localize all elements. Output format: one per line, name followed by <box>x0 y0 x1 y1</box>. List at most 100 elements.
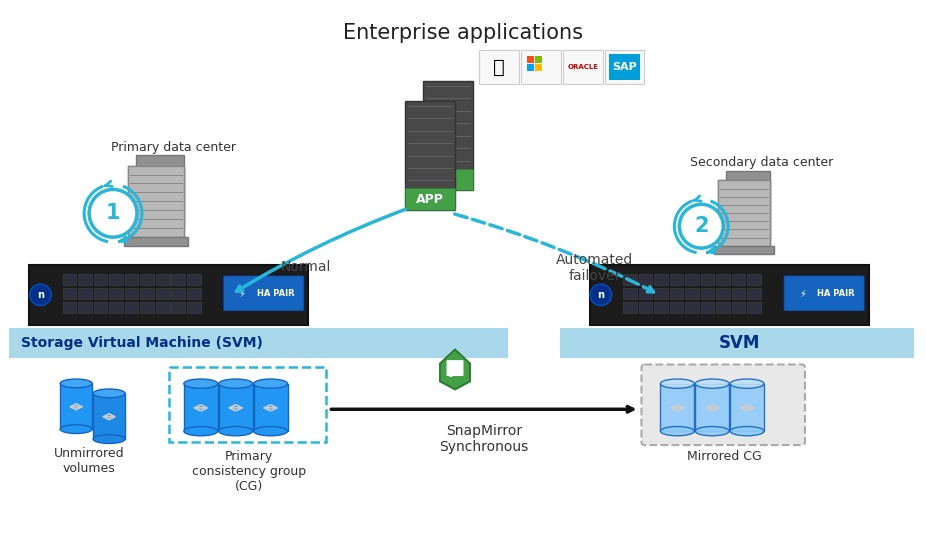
Bar <box>535 56 542 63</box>
FancyBboxPatch shape <box>9 328 507 358</box>
Bar <box>156 288 169 299</box>
FancyBboxPatch shape <box>30 265 308 325</box>
Text: A: A <box>444 173 453 186</box>
Text: Primary data center: Primary data center <box>111 141 236 154</box>
Bar <box>716 302 730 313</box>
Circle shape <box>30 284 51 306</box>
Bar <box>109 288 123 299</box>
Bar <box>701 274 714 285</box>
Bar <box>623 302 637 313</box>
Text: Primary
consistency group
(CG): Primary consistency group (CG) <box>192 450 306 493</box>
Ellipse shape <box>219 426 253 436</box>
Text: HA PAIR: HA PAIR <box>257 289 294 298</box>
Bar <box>63 302 77 313</box>
FancyBboxPatch shape <box>719 180 770 246</box>
Bar <box>685 274 699 285</box>
Bar <box>747 302 761 313</box>
FancyBboxPatch shape <box>590 265 869 325</box>
Bar <box>94 288 107 299</box>
Text: Normal: Normal <box>281 260 331 274</box>
FancyBboxPatch shape <box>719 180 770 248</box>
Bar <box>654 274 668 285</box>
Ellipse shape <box>94 435 125 444</box>
Bar <box>695 383 729 431</box>
Circle shape <box>89 190 137 237</box>
Bar <box>79 288 92 299</box>
Text: ORACLE: ORACLE <box>567 64 598 70</box>
Bar <box>732 288 745 299</box>
Circle shape <box>590 284 611 306</box>
FancyBboxPatch shape <box>559 328 914 358</box>
Text: SVM: SVM <box>719 333 760 352</box>
Bar <box>187 274 201 285</box>
FancyBboxPatch shape <box>124 237 188 246</box>
Ellipse shape <box>254 379 288 388</box>
Bar <box>63 288 77 299</box>
FancyBboxPatch shape <box>224 276 304 311</box>
Bar <box>141 274 154 285</box>
Text: 🐧: 🐧 <box>493 57 505 77</box>
FancyBboxPatch shape <box>128 165 184 240</box>
Bar <box>63 274 77 285</box>
FancyBboxPatch shape <box>520 50 561 84</box>
Text: Automated
failover: Automated failover <box>556 253 633 283</box>
Bar <box>608 54 641 80</box>
Bar <box>701 302 714 313</box>
FancyBboxPatch shape <box>446 360 464 376</box>
Text: 2: 2 <box>694 216 708 236</box>
Bar <box>732 302 745 313</box>
Bar <box>156 302 169 313</box>
Bar <box>254 383 288 431</box>
Text: SnapMirror
Synchronous: SnapMirror Synchronous <box>439 424 529 454</box>
Bar <box>94 274 107 285</box>
FancyBboxPatch shape <box>642 365 805 445</box>
Bar <box>109 302 123 313</box>
FancyBboxPatch shape <box>726 171 770 238</box>
Ellipse shape <box>731 379 764 388</box>
FancyBboxPatch shape <box>423 81 473 191</box>
Bar <box>716 274 730 285</box>
Text: APP: APP <box>416 193 444 206</box>
FancyBboxPatch shape <box>605 50 644 84</box>
Bar <box>94 393 125 439</box>
Text: Storage Virtual Machine (SVM): Storage Virtual Machine (SVM) <box>21 336 263 350</box>
Text: Mirrored CG: Mirrored CG <box>687 450 761 463</box>
Bar <box>669 288 683 299</box>
Bar <box>701 288 714 299</box>
Bar <box>141 288 154 299</box>
Ellipse shape <box>660 426 694 436</box>
FancyBboxPatch shape <box>714 246 774 253</box>
Bar <box>187 288 201 299</box>
Bar <box>654 288 668 299</box>
Bar <box>660 383 694 431</box>
Circle shape <box>680 205 723 248</box>
Text: n: n <box>37 290 44 300</box>
Bar <box>623 274 637 285</box>
Bar <box>623 288 637 299</box>
Text: Enterprise applications: Enterprise applications <box>343 23 583 43</box>
Ellipse shape <box>60 379 92 388</box>
Ellipse shape <box>695 379 729 388</box>
Bar <box>732 274 745 285</box>
Ellipse shape <box>695 426 729 436</box>
Bar <box>685 302 699 313</box>
Text: n: n <box>597 290 605 300</box>
Bar <box>171 302 185 313</box>
Ellipse shape <box>254 426 288 436</box>
Bar <box>639 302 652 313</box>
Bar <box>716 288 730 299</box>
FancyBboxPatch shape <box>479 50 519 84</box>
Bar <box>219 383 253 431</box>
Ellipse shape <box>94 389 125 398</box>
Polygon shape <box>440 350 470 389</box>
Bar <box>535 64 542 71</box>
Bar <box>654 302 668 313</box>
Bar <box>747 274 761 285</box>
FancyBboxPatch shape <box>406 101 455 211</box>
Bar <box>639 288 652 299</box>
Bar <box>527 64 533 71</box>
Text: ⚡: ⚡ <box>799 288 806 299</box>
FancyBboxPatch shape <box>423 169 473 191</box>
Text: 1: 1 <box>106 204 120 223</box>
FancyBboxPatch shape <box>128 165 184 237</box>
